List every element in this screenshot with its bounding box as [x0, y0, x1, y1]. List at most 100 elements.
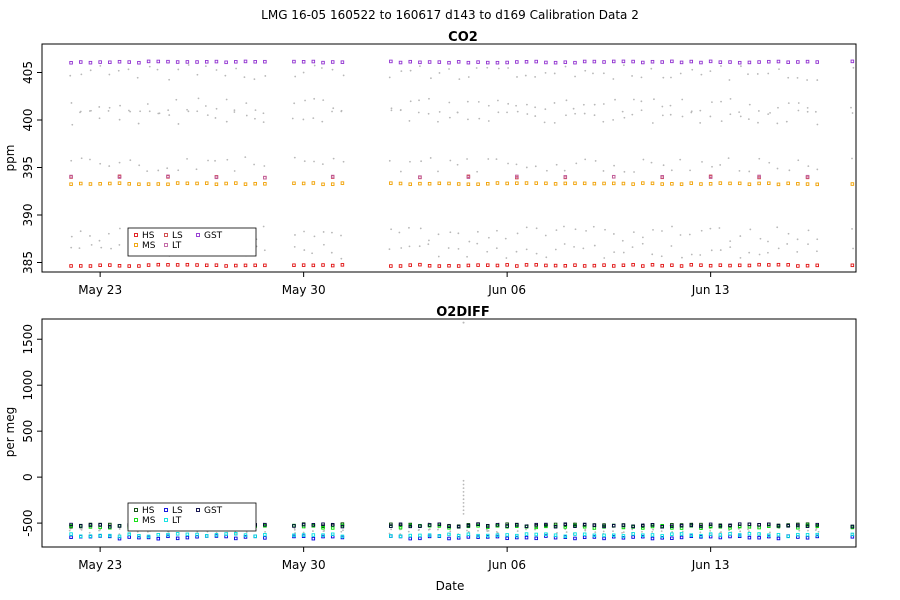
point-gst [456, 60, 461, 64]
point-ls [776, 536, 781, 541]
gray-point [525, 226, 528, 229]
gray-point [408, 120, 411, 122]
point-gst [340, 524, 345, 529]
gray-point [207, 159, 209, 162]
gray-point [303, 249, 306, 251]
gray-point [399, 109, 402, 111]
point-gst [728, 523, 732, 528]
point-hs [689, 263, 694, 267]
point-hs [166, 263, 170, 267]
gray-point [98, 117, 101, 120]
point-gst [796, 60, 800, 64]
legend-marker [164, 508, 168, 512]
point-ms [234, 181, 238, 185]
point-ms [767, 181, 771, 185]
point-gst [786, 524, 790, 528]
point-ls [631, 535, 635, 539]
point-lt [88, 534, 93, 538]
point-ms [146, 182, 151, 186]
point-hs [670, 263, 674, 267]
legend-label: HS [142, 506, 155, 516]
point-ls [185, 535, 190, 540]
gray-point [342, 529, 344, 532]
point-lt [214, 175, 219, 180]
gray-point [262, 112, 265, 115]
point-ms [117, 181, 122, 185]
point-hs [573, 263, 577, 267]
gray-point [495, 158, 498, 161]
point-gst [486, 60, 490, 65]
point-gst [321, 522, 325, 526]
gray-point [767, 72, 770, 75]
gray-point [427, 243, 430, 246]
x-tick-label: May 30 [282, 558, 326, 572]
point-hs [340, 263, 345, 267]
gray-point [80, 157, 83, 160]
point-gst [650, 59, 655, 64]
gray-point [108, 106, 111, 109]
gray-point [621, 531, 623, 534]
gray-point [574, 112, 577, 115]
x-tick-label: May 23 [78, 283, 122, 297]
gray-point [594, 531, 597, 534]
gray-point [427, 112, 430, 115]
gray-point [748, 103, 751, 106]
gray-point [553, 102, 556, 104]
gray-point [118, 528, 121, 530]
gray-point [505, 257, 508, 259]
point-hs [156, 262, 161, 267]
point-gst [127, 60, 131, 64]
legend-marker [164, 518, 168, 522]
gray-point [417, 111, 420, 114]
gray-point [671, 225, 673, 228]
gray-point [526, 103, 528, 106]
point-lt [515, 174, 519, 179]
gray-point [572, 107, 575, 110]
point-gst [263, 522, 267, 527]
point-gst [563, 522, 568, 526]
legend-marker [134, 243, 138, 247]
point-ms [311, 181, 316, 185]
point-gst [786, 60, 790, 64]
point-lt [718, 533, 723, 537]
point-hs [747, 263, 752, 268]
gray-point [467, 76, 470, 78]
gray-point [788, 169, 791, 172]
legend-marker [134, 508, 138, 512]
point-gst [321, 60, 325, 65]
co2-y-ticks: 385 390 395 400 405 [21, 61, 42, 274]
point-gst [534, 522, 538, 527]
point-hs [88, 264, 93, 268]
point-ls [650, 536, 655, 541]
gray-point [321, 120, 324, 123]
gray-point [108, 73, 111, 76]
point-lt [708, 175, 713, 179]
gray-point [448, 68, 450, 70]
gray-point [756, 73, 759, 75]
point-lt [79, 534, 83, 539]
gray-point [691, 68, 694, 71]
gray-point [68, 529, 71, 532]
gray-point [729, 246, 732, 249]
gray-point [699, 122, 702, 124]
gray-point [475, 67, 478, 69]
point-gst [524, 60, 529, 64]
point-gst [670, 524, 674, 529]
gray-point [487, 158, 490, 160]
point-ls [505, 536, 509, 541]
point-gst [718, 524, 723, 528]
gray-point [80, 73, 83, 76]
point-lt [786, 534, 790, 539]
gray-point [146, 530, 149, 533]
gray-point [852, 66, 855, 69]
o2diff-y-ticks: -500 0 500 1000 1500 [21, 324, 42, 537]
gray-point [602, 120, 605, 123]
point-gst [447, 524, 451, 529]
point-hs [330, 263, 335, 268]
gray-point [749, 228, 752, 231]
point-gst [621, 59, 626, 64]
gray-point [263, 249, 266, 252]
gray-point [264, 530, 266, 533]
point-gst [592, 59, 597, 64]
legend-marker [196, 233, 200, 237]
